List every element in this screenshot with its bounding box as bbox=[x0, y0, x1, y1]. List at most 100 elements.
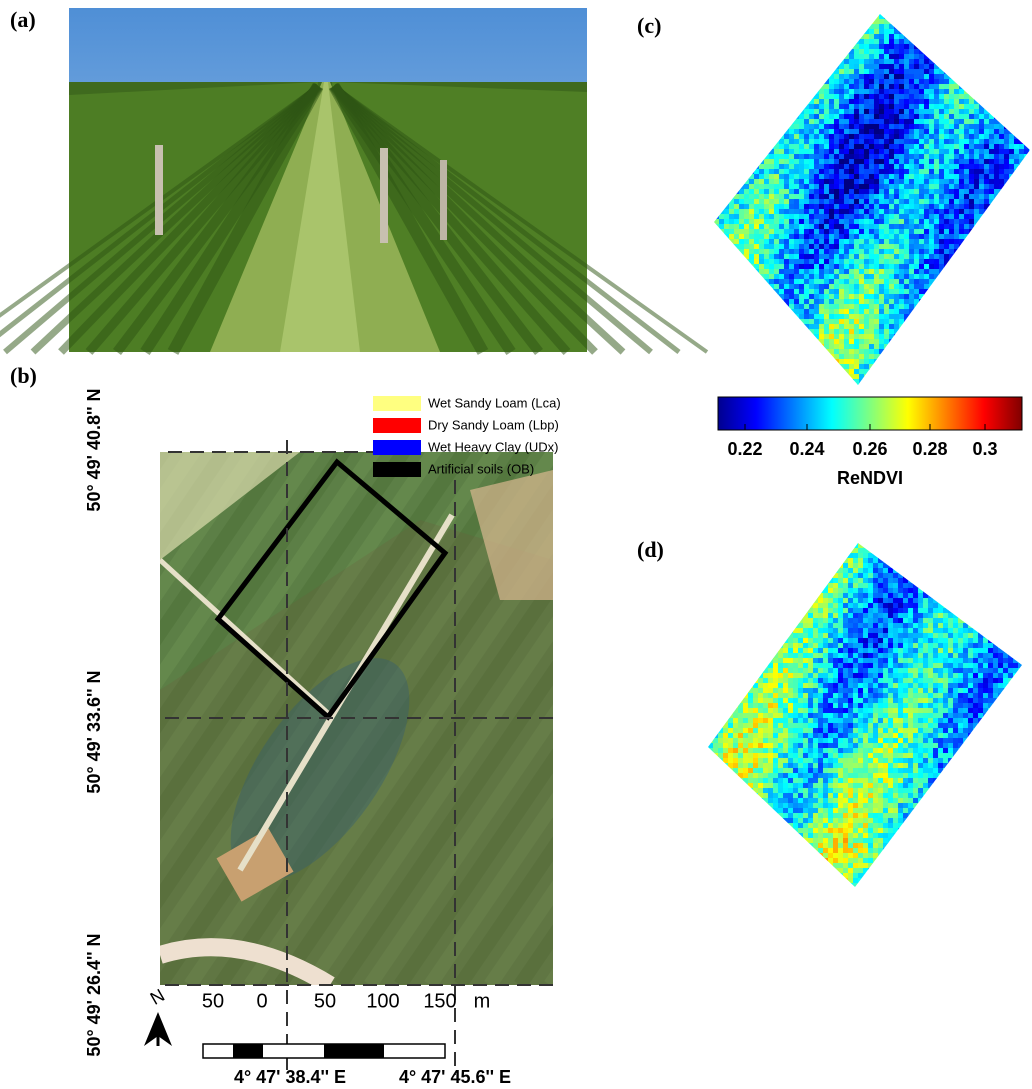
heatmap-cell bbox=[934, 194, 939, 199]
heatmap-cell bbox=[964, 309, 969, 314]
heatmap-cell bbox=[959, 99, 964, 104]
heatmap-cell bbox=[909, 239, 914, 244]
heatmap-cell bbox=[914, 354, 919, 359]
heatmap-cell bbox=[929, 224, 934, 229]
heatmap-cell bbox=[909, 279, 914, 284]
heatmap-cell bbox=[929, 229, 934, 234]
heatmap-cell bbox=[884, 74, 889, 79]
heatmap-cell bbox=[949, 344, 954, 349]
heatmap-cell bbox=[779, 354, 784, 359]
heatmap-cell bbox=[789, 114, 794, 119]
heatmap-cell bbox=[774, 204, 779, 209]
heatmap-cell bbox=[844, 154, 849, 159]
heatmap-cell bbox=[809, 19, 814, 24]
heatmap-cell bbox=[819, 329, 824, 334]
heatmap-cell bbox=[984, 239, 989, 244]
heatmap-cell bbox=[839, 179, 844, 184]
heatmap-cell bbox=[994, 374, 999, 379]
heatmap-cell bbox=[804, 294, 809, 299]
heatmap-cell bbox=[779, 174, 784, 179]
heatmap-cell bbox=[979, 59, 984, 64]
heatmap-cell bbox=[814, 304, 819, 309]
heatmap-cell bbox=[819, 24, 824, 29]
heatmap-cell bbox=[884, 154, 889, 159]
heatmap-cell bbox=[779, 319, 784, 324]
heatmap-cell bbox=[934, 89, 939, 94]
heatmap-cell bbox=[924, 14, 929, 19]
heatmap-cell bbox=[799, 224, 804, 229]
heatmap-cell bbox=[849, 44, 854, 49]
heatmap-cell bbox=[854, 34, 859, 39]
heatmap-cell bbox=[894, 319, 899, 324]
heatmap-cell bbox=[839, 249, 844, 254]
heatmap-cell bbox=[804, 234, 809, 239]
heatmap-cell bbox=[779, 199, 784, 204]
heatmap-cell bbox=[914, 264, 919, 269]
heatmap-cell bbox=[1004, 224, 1009, 229]
heatmap-cell bbox=[939, 249, 944, 254]
heatmap-cell bbox=[884, 244, 889, 249]
heatmap-cell bbox=[719, 224, 724, 229]
heatmap-cell bbox=[864, 39, 869, 44]
heatmap-cell bbox=[1009, 164, 1014, 169]
heatmap-cell bbox=[879, 129, 884, 134]
heatmap-cell bbox=[719, 34, 724, 39]
heatmap-cell bbox=[994, 189, 999, 194]
heatmap-cell bbox=[839, 329, 844, 334]
heatmap-cell bbox=[844, 114, 849, 119]
heatmap-cell bbox=[904, 64, 909, 69]
heatmap-cell bbox=[979, 99, 984, 104]
heatmap-cell bbox=[799, 149, 804, 154]
heatmap-cell bbox=[809, 219, 814, 224]
heatmap-cell bbox=[1004, 249, 1009, 254]
heatmap-cell bbox=[944, 249, 949, 254]
heatmap-cell bbox=[839, 344, 844, 349]
heatmap-cell bbox=[974, 144, 979, 149]
heatmap-cell bbox=[869, 289, 874, 294]
heatmap-cell bbox=[744, 129, 749, 134]
heatmap-cell bbox=[744, 134, 749, 139]
heatmap-cell bbox=[994, 229, 999, 234]
heatmap-cell bbox=[759, 169, 764, 174]
heatmap-cell bbox=[899, 324, 904, 329]
heatmap-cell bbox=[779, 139, 784, 144]
heatmap-cell bbox=[894, 169, 899, 174]
heatmap-cell bbox=[1019, 314, 1024, 319]
heatmap-cell bbox=[909, 274, 914, 279]
heatmap-cell bbox=[894, 279, 899, 284]
heatmap-cell bbox=[764, 109, 769, 114]
heatmap-cell bbox=[878, 543, 883, 548]
heatmap-cell bbox=[944, 244, 949, 249]
heatmap-cell bbox=[894, 254, 899, 259]
heatmap-cell bbox=[984, 224, 989, 229]
heatmap-cell bbox=[884, 14, 889, 19]
heatmap-cell bbox=[734, 384, 739, 389]
heatmap-cell bbox=[829, 54, 834, 59]
heatmap-cell bbox=[714, 39, 719, 44]
heatmap-cell bbox=[819, 19, 824, 24]
heatmap-cell bbox=[974, 99, 979, 104]
heatmap-cell bbox=[979, 314, 984, 319]
heatmap-cell bbox=[769, 134, 774, 139]
heatmap-cell bbox=[954, 284, 959, 289]
heatmap-cell bbox=[1009, 169, 1014, 174]
heatmap-cell bbox=[764, 234, 769, 239]
heatmap-cell bbox=[854, 149, 859, 154]
heatmap-cell bbox=[1024, 364, 1029, 369]
heatmap-cell bbox=[929, 119, 934, 124]
heatmap-cell bbox=[974, 319, 979, 324]
heatmap-cell bbox=[989, 169, 994, 174]
heatmap-cell bbox=[1019, 94, 1024, 99]
heatmap-cell bbox=[969, 64, 974, 69]
heatmap-cell bbox=[769, 359, 774, 364]
heatmap-cell bbox=[1014, 74, 1019, 79]
heatmap-cell bbox=[889, 274, 894, 279]
heatmap-cell bbox=[974, 154, 979, 159]
heatmap-cell bbox=[994, 214, 999, 219]
heatmap-cell bbox=[779, 124, 784, 129]
heatmap-cell bbox=[799, 74, 804, 79]
heatmap-cell bbox=[824, 374, 829, 379]
heatmap-cell bbox=[979, 344, 984, 349]
heatmap-cell bbox=[899, 269, 904, 274]
heatmap-cell bbox=[719, 219, 724, 224]
